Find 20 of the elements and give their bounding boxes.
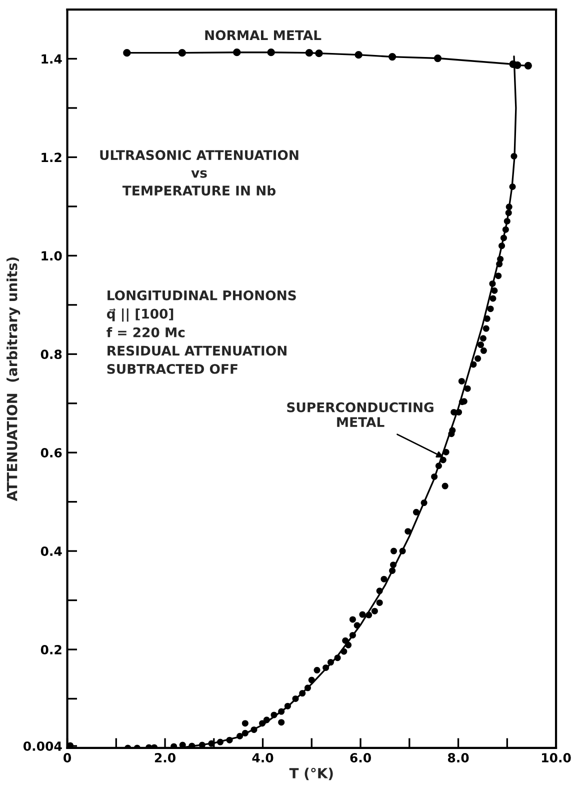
y-tick-label: 1.2 [42,152,62,162]
annotation: SUPERCONDUCTING METAL [287,402,434,427]
x-tick-label: 0 [64,753,72,762]
x-tick-label: 2.0 [154,753,176,762]
y-tick-label: 0.004 [23,741,62,751]
annotation: NORMAL METAL [205,30,322,40]
y-tick-label: 1.0 [42,251,62,261]
text: ULTRASONIC ATTENUATION vs TEMPERATURE IN Nb [100,150,298,196]
x-tick-label: 6.0 [350,753,371,762]
y-axis-title: ATTENUATION (arbitrary units) [6,257,20,502]
x-tick-label: 8.0 [448,753,469,762]
y-tick-label: 0.4 [40,546,62,556]
annotation: LONGITUDINAL PHONONS q⃗ || [100] f = 220 Mc RESIDUAL ATTENUATION SUBTRACTED OFF [106,290,296,374]
y-tick-label: 1.4 [42,54,62,64]
y-tick-label: 0.6 [40,448,62,458]
x-tick-label: 4.0 [252,753,274,762]
x-axis-title: T (°K) [289,768,333,780]
y-tick-label: 0.8 [40,350,62,360]
x-tick-label: 10.0 [542,753,571,762]
y-tick-label: 0.2 [40,644,62,654]
